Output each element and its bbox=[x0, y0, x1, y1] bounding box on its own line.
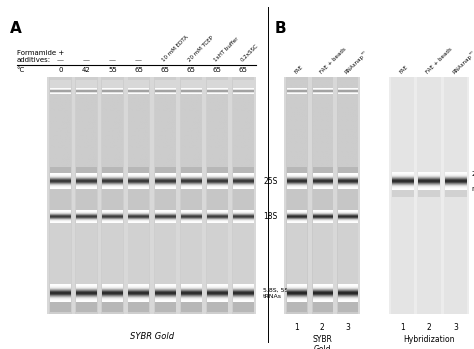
Text: RNAsnap™: RNAsnap™ bbox=[452, 49, 474, 75]
Bar bbox=[337, 77, 358, 314]
Text: 5.8S, 5S
tRNAs: 5.8S, 5S tRNAs bbox=[263, 288, 289, 299]
Bar bbox=[391, 77, 414, 314]
Text: 0: 0 bbox=[58, 67, 63, 73]
Bar bbox=[389, 77, 469, 314]
Bar bbox=[311, 77, 333, 314]
Text: B: B bbox=[275, 21, 287, 36]
Text: SYBR
Gold: SYBR Gold bbox=[312, 335, 332, 349]
Text: 10 mM EDTA: 10 mM EDTA bbox=[161, 35, 190, 63]
Text: Hybridization: Hybridization bbox=[403, 335, 455, 344]
Text: 65: 65 bbox=[238, 67, 247, 73]
Text: 1xHT buffer: 1xHT buffer bbox=[213, 36, 240, 63]
Text: 3: 3 bbox=[345, 323, 350, 332]
Bar bbox=[75, 77, 98, 314]
Text: °C: °C bbox=[17, 67, 25, 73]
Bar bbox=[418, 77, 440, 314]
Text: additives:: additives: bbox=[17, 57, 51, 63]
Bar bbox=[232, 77, 254, 314]
Text: 42: 42 bbox=[82, 67, 91, 73]
Text: 0.2xSSC: 0.2xSSC bbox=[239, 43, 259, 63]
Text: Formamide +: Formamide + bbox=[17, 50, 64, 56]
Text: 25S: 25S bbox=[263, 177, 277, 186]
Text: 18S: 18S bbox=[263, 212, 277, 221]
Text: 55: 55 bbox=[108, 67, 117, 73]
Text: —: — bbox=[109, 57, 116, 64]
Text: 25S: 25S bbox=[472, 171, 474, 177]
Bar bbox=[154, 77, 176, 314]
Text: rRNA: rRNA bbox=[472, 186, 474, 192]
Text: 65: 65 bbox=[160, 67, 169, 73]
Text: FAE + beads: FAE + beads bbox=[319, 47, 347, 75]
Text: 65: 65 bbox=[212, 67, 221, 73]
Text: 65: 65 bbox=[134, 67, 143, 73]
Bar bbox=[444, 77, 467, 314]
Text: 2: 2 bbox=[427, 323, 431, 332]
Text: 3: 3 bbox=[454, 323, 458, 332]
Bar bbox=[49, 77, 72, 314]
Text: A: A bbox=[9, 21, 21, 36]
Bar bbox=[284, 77, 360, 314]
Text: SYBR Gold: SYBR Gold bbox=[129, 332, 174, 341]
Text: 1: 1 bbox=[295, 323, 300, 332]
Bar bbox=[180, 77, 202, 314]
Text: 20 mM TCEP: 20 mM TCEP bbox=[187, 35, 215, 63]
Bar bbox=[47, 77, 256, 314]
Text: FAE: FAE bbox=[293, 65, 304, 75]
Text: FAE: FAE bbox=[399, 65, 409, 75]
Text: —: — bbox=[135, 57, 142, 64]
Text: —: — bbox=[57, 57, 64, 64]
Bar bbox=[286, 77, 308, 314]
Bar bbox=[128, 77, 150, 314]
Text: —: — bbox=[83, 57, 90, 64]
Text: FAE + beads: FAE + beads bbox=[426, 47, 454, 75]
Text: 2: 2 bbox=[320, 323, 325, 332]
Text: 65: 65 bbox=[186, 67, 195, 73]
Bar bbox=[101, 77, 124, 314]
Bar bbox=[206, 77, 228, 314]
Text: RNAsnap™: RNAsnap™ bbox=[344, 49, 369, 75]
Text: 1: 1 bbox=[400, 323, 404, 332]
